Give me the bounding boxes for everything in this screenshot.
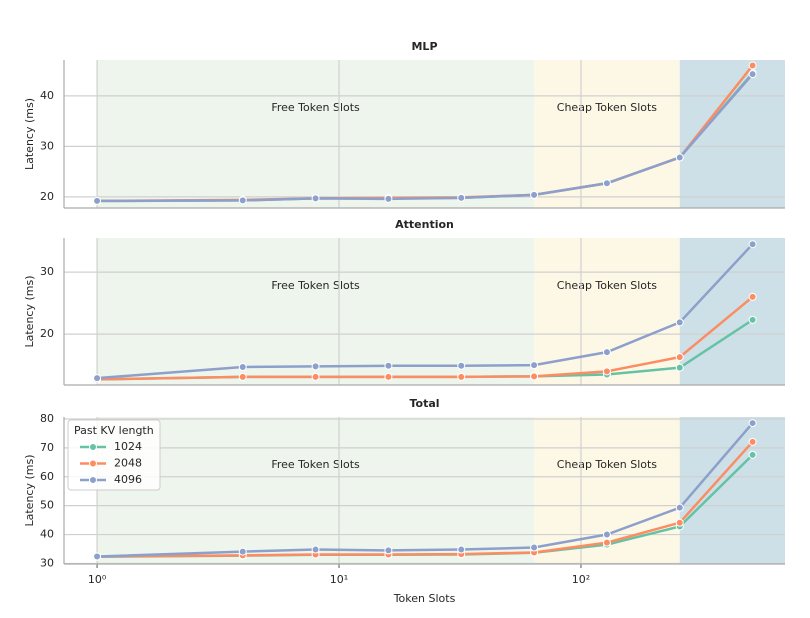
legend-marker — [89, 476, 97, 484]
y-tick-label: 70 — [40, 441, 54, 454]
point — [748, 437, 757, 446]
chart-title: Attention — [395, 218, 454, 231]
point — [457, 545, 466, 554]
legend-marker — [89, 459, 97, 468]
point — [602, 367, 611, 376]
point — [675, 518, 684, 527]
y-tick-label: 30 — [40, 139, 54, 152]
y-tick-label: 80 — [40, 412, 54, 425]
point — [748, 450, 757, 459]
point — [748, 61, 757, 70]
region — [679, 238, 785, 385]
y-tick-label: 50 — [40, 499, 54, 512]
point — [457, 372, 466, 381]
y-axis-label: Latency (ms) — [23, 275, 36, 347]
point — [530, 190, 539, 199]
y-axis-label: Latency (ms) — [23, 98, 36, 170]
point — [530, 543, 539, 552]
point — [530, 361, 539, 370]
y-tick-label: 30 — [40, 265, 54, 278]
point — [748, 419, 757, 428]
legend-box — [67, 419, 161, 491]
point — [238, 372, 247, 381]
point — [748, 70, 757, 79]
point — [93, 196, 102, 205]
point — [93, 552, 102, 561]
point — [675, 503, 684, 512]
point — [530, 372, 539, 381]
y-tick-label: 40 — [40, 89, 54, 102]
point — [93, 374, 102, 383]
point — [748, 240, 757, 249]
region — [97, 60, 535, 208]
point — [602, 530, 611, 539]
x-tick-label: 10² — [572, 573, 590, 586]
point — [311, 372, 320, 381]
y-axis-label: Latency (ms) — [23, 454, 36, 526]
point — [675, 318, 684, 327]
y-tick-label: 60 — [40, 470, 54, 483]
point — [384, 194, 393, 203]
x-tick-label: 10⁰ — [88, 573, 107, 586]
point — [602, 538, 611, 547]
point — [675, 153, 684, 162]
region — [97, 238, 535, 385]
region-label: Cheap Token Slots — [557, 101, 658, 114]
point — [457, 193, 466, 202]
region-label: Cheap Token Slots — [557, 279, 658, 292]
point — [457, 361, 466, 370]
point — [238, 547, 247, 556]
chart-title: MLP — [411, 40, 437, 53]
region — [534, 238, 680, 385]
legend-marker — [89, 443, 97, 451]
region — [97, 417, 535, 564]
point — [675, 353, 684, 362]
point — [311, 545, 320, 554]
legend-label: 4096 — [114, 473, 142, 486]
region-label: Free Token Slots — [271, 101, 360, 114]
y-tick-label: 30 — [40, 556, 54, 569]
point — [384, 372, 393, 381]
x-axis-label: Token Slots — [393, 592, 456, 605]
point — [602, 348, 611, 357]
region-label: Free Token Slots — [271, 458, 360, 471]
region-label: Free Token Slots — [271, 279, 360, 292]
region — [679, 60, 785, 208]
y-tick-label: 20 — [40, 327, 54, 340]
point — [748, 292, 757, 301]
point — [311, 362, 320, 371]
legend-label: 2048 — [114, 457, 142, 470]
point — [602, 179, 611, 188]
region — [679, 417, 785, 564]
point — [384, 361, 393, 370]
y-tick-label: 40 — [40, 528, 54, 541]
point — [748, 315, 757, 324]
chart-title: Total — [409, 397, 439, 410]
point — [311, 194, 320, 203]
point — [238, 196, 247, 205]
point — [238, 363, 247, 372]
y-tick-label: 20 — [40, 190, 54, 203]
x-tick-label: 10¹ — [330, 573, 348, 586]
point — [384, 546, 393, 555]
legend-title: Past KV length — [74, 424, 154, 437]
point — [675, 363, 684, 372]
region-label: Cheap Token Slots — [557, 458, 658, 471]
legend-label: 1024 — [114, 440, 142, 453]
